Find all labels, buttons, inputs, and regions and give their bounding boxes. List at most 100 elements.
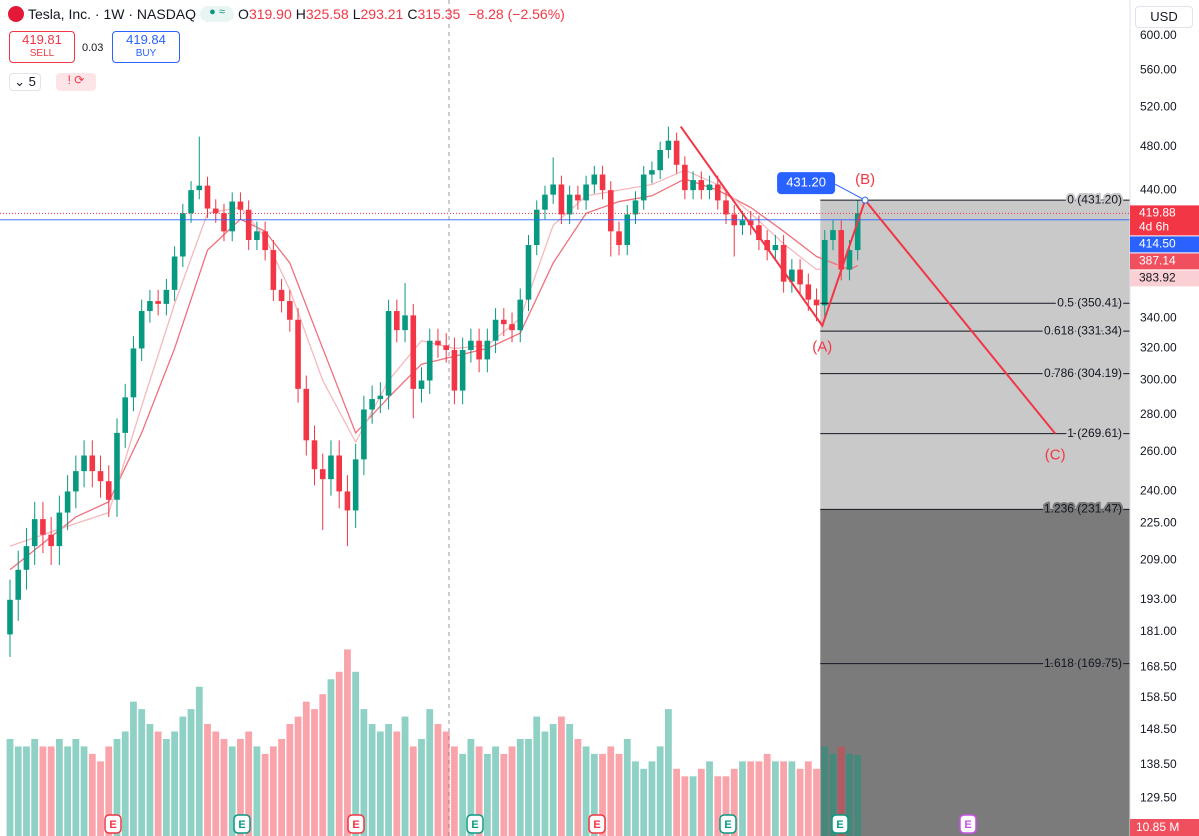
volume-bar	[253, 746, 261, 836]
candle-body	[254, 231, 260, 240]
ohlc-value: 315.35	[417, 6, 461, 22]
ohlc-value: 319.90	[248, 6, 292, 22]
candle-body	[229, 201, 236, 232]
wave-point	[861, 196, 869, 204]
candle-body	[673, 140, 680, 165]
volume-bar	[154, 731, 162, 836]
volume-bar	[574, 738, 582, 836]
volume-bar	[195, 686, 203, 836]
volume-bar	[327, 679, 335, 836]
volume-bar	[401, 716, 409, 836]
y-tick-label: 280.00	[1140, 407, 1177, 421]
volume-bar	[459, 753, 467, 836]
candle-body	[690, 180, 696, 191]
volume-bar	[796, 768, 804, 836]
price-tag	[1130, 253, 1199, 270]
volume-bar	[541, 731, 549, 836]
volume-bar	[854, 755, 862, 836]
y-tick-label: 129.50	[1140, 790, 1177, 804]
candle-body	[7, 599, 13, 635]
candle-body	[410, 315, 417, 389]
candle-body	[772, 245, 779, 251]
candle-body	[369, 399, 375, 410]
candle-body	[245, 209, 252, 240]
candle-body	[180, 213, 186, 257]
volume-bar	[780, 761, 788, 836]
candle-body	[756, 225, 762, 240]
volume-bar	[714, 776, 722, 836]
header: Tesla, Inc. · 1W · NASDAQ ● ≈ O319.90 H32…	[8, 6, 565, 22]
volume-bar	[846, 753, 853, 836]
candle-body	[147, 301, 153, 312]
candle-body	[657, 149, 663, 171]
fib-zone	[820, 200, 1130, 510]
volume-bar	[442, 731, 450, 836]
symbol[interactable]: Tesla, Inc. · 1W · NASDAQ	[28, 6, 197, 22]
candle-body	[311, 440, 318, 470]
y-tick-label: 520.00	[1140, 99, 1177, 113]
buy-button[interactable]: 419.84 BUY	[112, 31, 180, 63]
moving-average	[9, 178, 858, 571]
candle-body	[698, 180, 705, 191]
spread: 0.03	[82, 42, 104, 54]
volume-bar	[821, 746, 829, 836]
event-label: E	[836, 819, 843, 831]
candle-body	[73, 471, 79, 492]
candle-body	[821, 239, 828, 306]
candle-body	[295, 319, 301, 389]
volume-bar	[97, 761, 104, 836]
candle-body	[459, 349, 466, 391]
volume-bar	[813, 768, 820, 836]
y-tick-label: 260.00	[1140, 444, 1177, 458]
event-marker	[104, 814, 122, 834]
volume-bar	[771, 761, 779, 836]
volume-bar	[385, 724, 392, 836]
volume-bar	[640, 768, 648, 836]
candle-body	[171, 256, 178, 290]
volume-bar	[278, 738, 285, 836]
volume-bar	[162, 738, 170, 836]
sell-button[interactable]: 419.81 SELL	[9, 31, 75, 63]
volume-bar	[204, 724, 211, 836]
volume-bar	[294, 716, 302, 836]
volume-bar	[220, 738, 228, 836]
candle-body	[739, 220, 746, 226]
candle-body	[155, 301, 161, 304]
candle-body	[484, 340, 491, 360]
volume-bar	[739, 761, 746, 836]
price-tag-label: 387.14	[1139, 254, 1176, 268]
candle-body	[854, 213, 861, 251]
candle-body	[56, 512, 63, 547]
volume-bar	[656, 746, 664, 836]
candle-body	[583, 184, 589, 201]
fib-label: 1.236 (231.47)	[1044, 502, 1122, 516]
y-tick-label: 560.00	[1140, 62, 1177, 76]
fib-zone	[820, 509, 1130, 836]
candle-body	[270, 250, 277, 290]
y-tick-label: 209.00	[1140, 552, 1177, 566]
ohlc-value: 325.58	[305, 6, 349, 22]
alerts[interactable]: ! ⟳	[56, 73, 96, 91]
y-tick-label: 340.00	[1140, 310, 1177, 324]
volume-bar	[368, 724, 376, 836]
candle-body	[764, 239, 770, 251]
interval-toggle[interactable]: ⌄ 5	[9, 73, 41, 91]
volume-bar	[451, 746, 458, 836]
candle-body	[426, 340, 433, 381]
volume-bar	[492, 746, 499, 836]
y-tick-label: 225.00	[1140, 516, 1177, 530]
candle-body	[838, 230, 845, 270]
price-axis	[1130, 0, 1199, 836]
event-label: E	[964, 819, 971, 831]
event-marker	[347, 814, 365, 834]
candle-body	[468, 340, 474, 350]
currency[interactable]: USD	[1135, 6, 1193, 28]
volume-bar	[130, 701, 137, 836]
volume-bar	[31, 738, 39, 836]
volume-bar	[245, 731, 253, 836]
candle-body	[805, 284, 812, 300]
candle-body	[352, 459, 359, 511]
volume-bar	[80, 746, 88, 836]
candle-body	[385, 311, 392, 396]
